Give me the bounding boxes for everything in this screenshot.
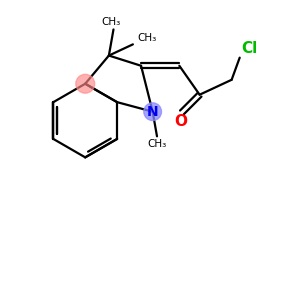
Circle shape bbox=[76, 74, 94, 93]
Text: O: O bbox=[174, 114, 187, 129]
Text: CH₃: CH₃ bbox=[147, 139, 167, 149]
Circle shape bbox=[144, 103, 161, 121]
Text: N: N bbox=[147, 105, 158, 119]
Text: CH₃: CH₃ bbox=[101, 17, 120, 27]
Text: CH₃: CH₃ bbox=[137, 33, 157, 43]
Text: Cl: Cl bbox=[241, 41, 257, 56]
